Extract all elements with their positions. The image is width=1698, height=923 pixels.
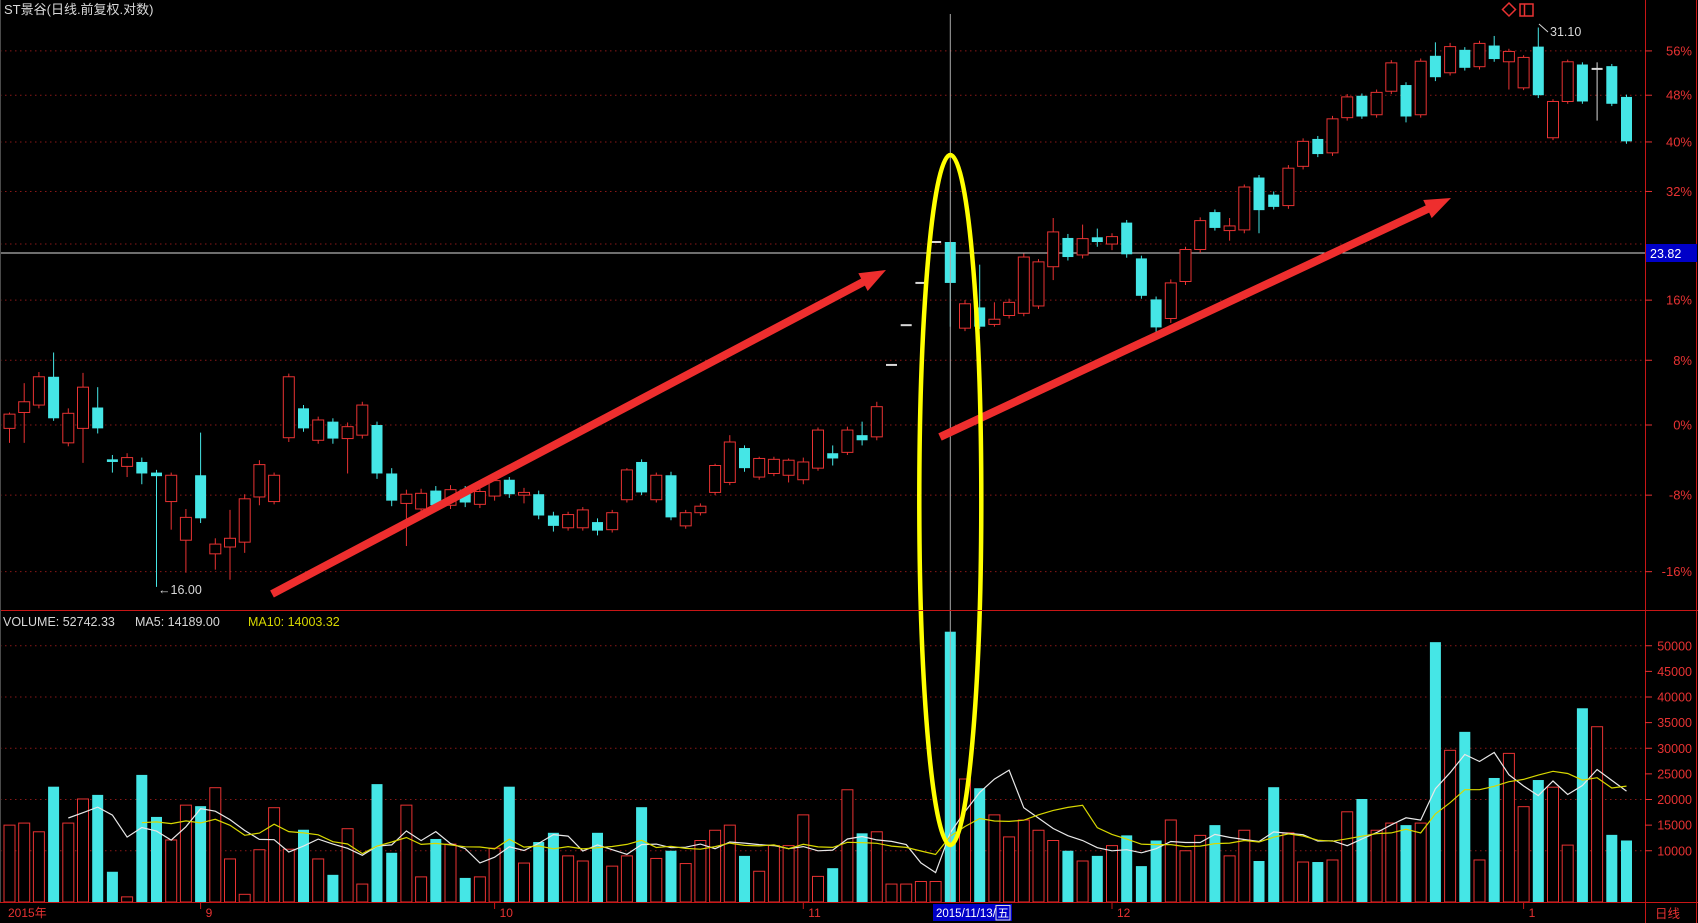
svg-text:9: 9 [206, 906, 213, 920]
highlight-ellipse [917, 152, 984, 848]
svg-text:20000: 20000 [1657, 793, 1692, 807]
svg-text:-8%: -8% [1669, 488, 1693, 503]
svg-text:40000: 40000 [1657, 691, 1692, 705]
svg-text:32%: 32% [1666, 184, 1692, 199]
svg-text:40%: 40% [1666, 134, 1692, 149]
month-labels: 9 10 11 12 1 [200, 902, 1536, 920]
last-price-badge: 23.82 [1646, 244, 1697, 262]
window-title: ST景谷(日线.前复权.对数) [4, 2, 154, 17]
low-price-annotation: ←16.00 [158, 583, 202, 597]
trend-arrow-1 [270, 270, 886, 598]
last-price-value: 23.82 [1650, 247, 1681, 261]
candlestick-series[interactable] [3, 27, 1632, 587]
diamond-icon[interactable] [1501, 1, 1517, 18]
panel-icon[interactable] [1519, 3, 1534, 17]
crosshair-date-badge: 2015/11/13/ 五 [933, 904, 1012, 921]
high-price-annotation: 31.10 [1538, 23, 1581, 39]
volume-gridlines [0, 645, 1645, 852]
period-label: 日线 [1655, 907, 1681, 921]
svg-text:0%: 0% [1673, 418, 1692, 433]
svg-text:35000: 35000 [1657, 716, 1692, 730]
svg-text:8%: 8% [1673, 353, 1692, 368]
volume-value-label: VOLUME: 52742.33 [3, 615, 115, 629]
price-axis-labels: 56% 48% 40% 32% 16% 8% 0% -8% -16% [1645, 43, 1692, 579]
svg-text:48%: 48% [1666, 88, 1692, 103]
volume-axis-labels: 50000 45000 40000 35000 30000 25000 20000 15000… [1645, 639, 1692, 858]
volume-ma10-label: MA10: 14003.32 [248, 615, 340, 629]
date-axis-year: 2015年 [8, 906, 47, 920]
trend-arrow-2 [938, 198, 1451, 441]
price-gridlines [0, 50, 1645, 573]
volume-ma5-label: MA5: 14189.00 [135, 615, 220, 629]
crosshair-date-text: 2015/11/13/ [936, 908, 997, 920]
svg-text:16%: 16% [1666, 293, 1692, 308]
svg-text:30000: 30000 [1657, 742, 1692, 756]
volume-ma10-line [141, 770, 1627, 856]
svg-text:56%: 56% [1666, 43, 1692, 58]
svg-text:45000: 45000 [1657, 665, 1692, 679]
svg-text:1: 1 [1529, 906, 1536, 920]
svg-text:11: 11 [808, 906, 821, 920]
svg-text:10000: 10000 [1657, 844, 1692, 858]
svg-text:10: 10 [500, 906, 514, 920]
high-price-text: 31.10 [1550, 25, 1581, 39]
svg-text:50000: 50000 [1657, 639, 1692, 653]
svg-text:25000: 25000 [1657, 767, 1692, 781]
svg-text:12: 12 [1117, 906, 1131, 920]
crosshair-date-day: 五 [998, 908, 1010, 920]
volume-ma5-line [68, 751, 1627, 874]
svg-text:-16%: -16% [1662, 564, 1693, 579]
svg-text:15000: 15000 [1657, 819, 1692, 833]
volume-series[interactable] [3, 631, 1632, 903]
